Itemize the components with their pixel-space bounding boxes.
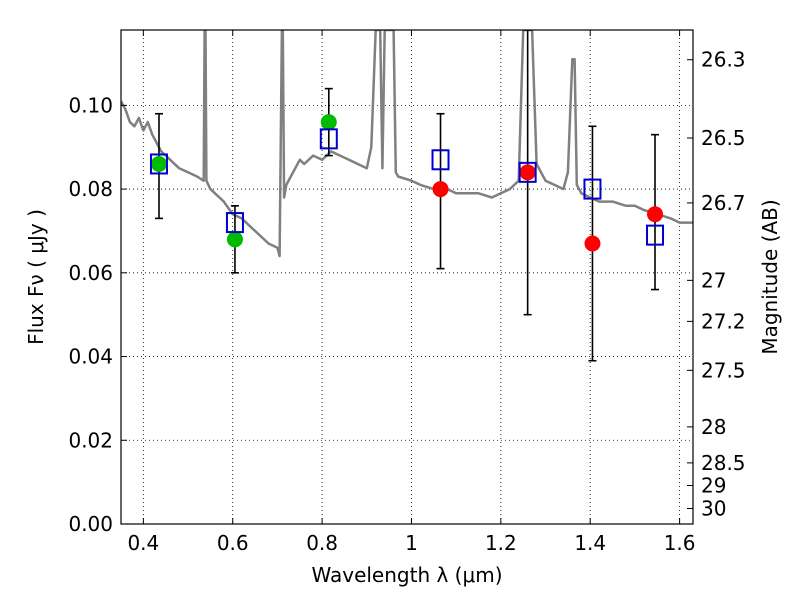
y-tick-label: 0.04 xyxy=(68,345,113,369)
model-point xyxy=(431,149,450,171)
x-tick-label: 1.6 xyxy=(664,531,696,555)
axis-ticks: 0.4 0.6 0.8 1 1.2 1.4 1.6 0.00 0.02 0.04 0.06 0.08 0… xyxy=(68,30,746,555)
model-point xyxy=(149,153,168,175)
right-tick-label: 27 xyxy=(701,268,726,292)
data-point xyxy=(320,114,337,131)
model-point xyxy=(646,224,665,246)
right-tick-label: 30 xyxy=(701,497,726,521)
y-tick-label: 0.02 xyxy=(68,428,113,452)
x-tick-label: 0.8 xyxy=(306,531,338,555)
right-tick-label: 28.5 xyxy=(701,451,746,475)
data-point xyxy=(432,181,449,198)
data-point xyxy=(584,235,601,252)
model-point xyxy=(518,161,537,183)
y-tick-label: 0.10 xyxy=(68,93,113,117)
plot-area xyxy=(121,30,693,362)
x-tick-label: 1.2 xyxy=(485,531,517,555)
x-tick-label: 1.4 xyxy=(574,531,606,555)
y-tick-label: 0.08 xyxy=(68,177,113,201)
data-point xyxy=(647,206,664,223)
right-tick-label: 26.3 xyxy=(701,48,746,72)
data-point xyxy=(519,164,536,181)
spectrum-line xyxy=(121,30,693,258)
y-tick-label: 0.00 xyxy=(68,512,113,536)
plot-frame xyxy=(120,29,694,525)
right-tick-label: 27.2 xyxy=(701,309,746,333)
right-axis-label: Magnitude (AB) xyxy=(758,199,782,354)
x-axis-label: Wavelength λ (μm) xyxy=(311,563,502,587)
data-point xyxy=(226,231,243,248)
model-point xyxy=(583,178,602,200)
y-axis-label: Flux Fν ( μJy ) xyxy=(24,209,48,345)
y-tick-label: 0.06 xyxy=(68,261,113,285)
data-point xyxy=(150,155,167,172)
right-tick-label: 26.7 xyxy=(701,191,746,215)
x-tick-label: 0.6 xyxy=(217,531,249,555)
right-tick-label: 26.5 xyxy=(701,126,746,150)
model-point xyxy=(319,128,338,150)
right-tick-label: 29 xyxy=(701,473,726,497)
right-tick-label: 27.5 xyxy=(701,358,746,382)
x-tick-label: 0.4 xyxy=(127,531,159,555)
right-tick-label: 28 xyxy=(701,415,726,439)
x-tick-label: 1 xyxy=(405,531,418,555)
model-point xyxy=(225,212,244,234)
